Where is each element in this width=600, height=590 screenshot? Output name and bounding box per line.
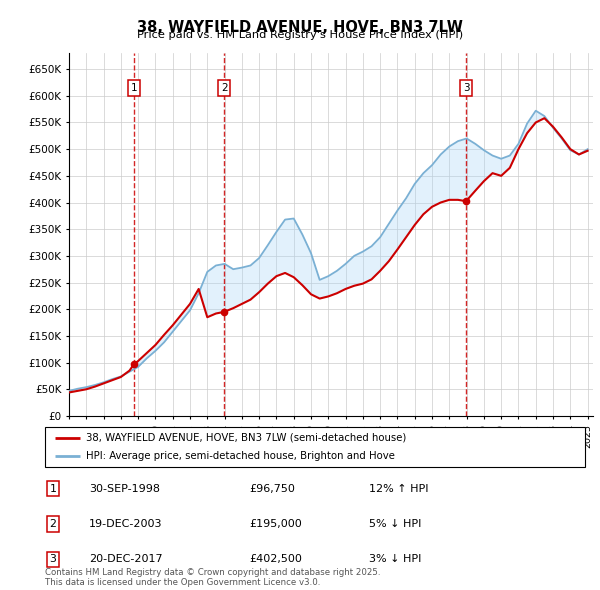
- Text: £195,000: £195,000: [249, 519, 302, 529]
- Text: 5% ↓ HPI: 5% ↓ HPI: [369, 519, 421, 529]
- Text: 30-SEP-1998: 30-SEP-1998: [89, 484, 160, 493]
- Text: 3% ↓ HPI: 3% ↓ HPI: [369, 555, 421, 564]
- Text: 1: 1: [49, 484, 56, 493]
- Text: 2: 2: [221, 83, 227, 93]
- Text: HPI: Average price, semi-detached house, Brighton and Hove: HPI: Average price, semi-detached house,…: [86, 451, 394, 461]
- Text: 12% ↑ HPI: 12% ↑ HPI: [369, 484, 428, 493]
- Text: 20-DEC-2017: 20-DEC-2017: [89, 555, 163, 564]
- Text: £402,500: £402,500: [249, 555, 302, 564]
- Text: 1: 1: [131, 83, 137, 93]
- Text: £96,750: £96,750: [249, 484, 295, 493]
- Text: 38, WAYFIELD AVENUE, HOVE, BN3 7LW: 38, WAYFIELD AVENUE, HOVE, BN3 7LW: [137, 20, 463, 35]
- FancyBboxPatch shape: [45, 427, 585, 467]
- Text: 19-DEC-2003: 19-DEC-2003: [89, 519, 162, 529]
- Text: Price paid vs. HM Land Registry's House Price Index (HPI): Price paid vs. HM Land Registry's House …: [137, 30, 463, 40]
- Text: 2: 2: [49, 519, 56, 529]
- Text: 3: 3: [463, 83, 469, 93]
- Text: 38, WAYFIELD AVENUE, HOVE, BN3 7LW (semi-detached house): 38, WAYFIELD AVENUE, HOVE, BN3 7LW (semi…: [86, 433, 406, 443]
- Text: Contains HM Land Registry data © Crown copyright and database right 2025.
This d: Contains HM Land Registry data © Crown c…: [45, 568, 380, 587]
- Text: 3: 3: [49, 555, 56, 564]
